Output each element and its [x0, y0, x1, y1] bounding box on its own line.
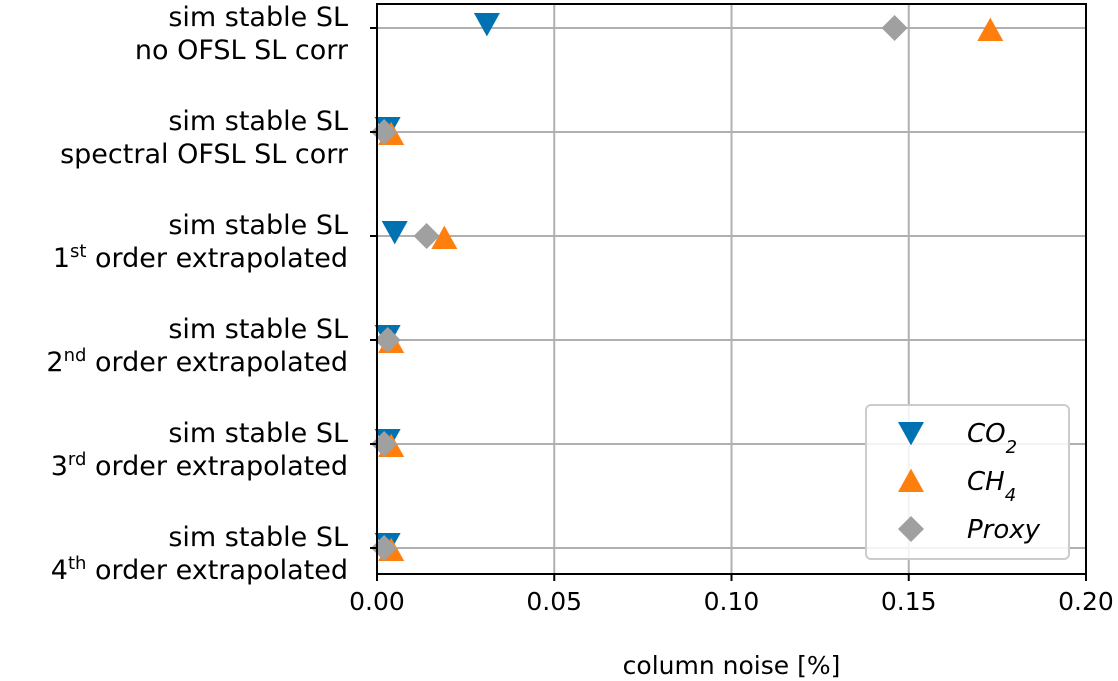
y-tick-label: sim stable SL spectral OFSL SL corr [60, 106, 349, 170]
y-tick-label-rest: order extrapolated [86, 555, 348, 586]
y-tick-label-line1: sim stable SL [168, 106, 348, 137]
series-proxy [371, 15, 908, 561]
y-tick-label-line1: sim stable SL [168, 522, 348, 553]
y-tick-label: sim stable SL 2nd order extrapolated [46, 314, 348, 378]
data-point [977, 17, 1004, 42]
y-tick-label-superscript: th [68, 553, 86, 574]
x-tick-label: 0.05 [526, 587, 582, 616]
x-tick-label: 0.10 [704, 587, 760, 616]
y-tick-label-line1: sim stable SL [168, 418, 348, 449]
x-tick-label: 0.15 [881, 587, 937, 616]
legend-label-main: CO [967, 419, 1006, 449]
y-tick-label-order: 4 [51, 555, 68, 586]
y-tick-label-superscript: rd [68, 449, 87, 470]
y-tick-label-order: 3 [51, 451, 68, 482]
y-tick-label-line1: sim stable SL [168, 314, 348, 345]
data-point [381, 220, 408, 245]
y-tick-label-superscript: nd [64, 345, 87, 366]
series-co [374, 12, 500, 557]
y-tick-label-line1: sim stable SL [168, 2, 348, 33]
x-tick-label: 0.20 [1058, 587, 1114, 616]
y-tick-label-line2: no OFSL SL corr [135, 35, 349, 66]
y-tick-label-line2: spectral OFSL SL corr [60, 139, 349, 170]
data-point [413, 223, 440, 249]
data-point [473, 12, 500, 37]
data-points [371, 12, 1004, 562]
y-tick-label-superscript: st [70, 241, 86, 262]
legend-label-subscript: 2 [1006, 437, 1017, 458]
y-tick-label-rest: order extrapolated [86, 347, 348, 378]
legend-label: CO2 [967, 419, 1017, 458]
y-tick-label-order: 2 [46, 347, 63, 378]
legend-label-subscript: 4 [1005, 485, 1016, 506]
data-point [374, 327, 401, 353]
legend-marker [898, 421, 924, 446]
y-tick-label: sim stable SL 3rd order extrapolated [51, 418, 348, 482]
x-axis-label: column noise [%] [623, 651, 841, 680]
data-point [881, 15, 908, 41]
data-point [431, 225, 458, 250]
legend-label: Proxy [967, 515, 1041, 545]
x-axis: 0.00 0.05 0.10 0.15 0.20 [349, 574, 1114, 616]
legend-marker [898, 516, 924, 542]
y-tick-label-rest: order extrapolated [86, 243, 348, 274]
y-tick-label: sim stable SL 4th order extrapolated [51, 522, 348, 586]
legend-box [865, 404, 1070, 560]
y-tick-label: sim stable SL no OFSL SL corr [135, 2, 349, 66]
y-tick-label: sim stable SL 1st order extrapolated [53, 210, 348, 274]
legend-label-main: Proxy [967, 515, 1041, 545]
legend-label: CH4 [967, 467, 1016, 506]
y-tick-label-order: 1 [53, 243, 70, 274]
x-tick-label: 0.00 [349, 587, 405, 616]
y-tick-label-rest: order extrapolated [86, 451, 348, 482]
legend-marker [898, 468, 924, 493]
y-tick-label-line1: sim stable SL [168, 210, 348, 241]
legend-label-main: CH [967, 467, 1005, 497]
